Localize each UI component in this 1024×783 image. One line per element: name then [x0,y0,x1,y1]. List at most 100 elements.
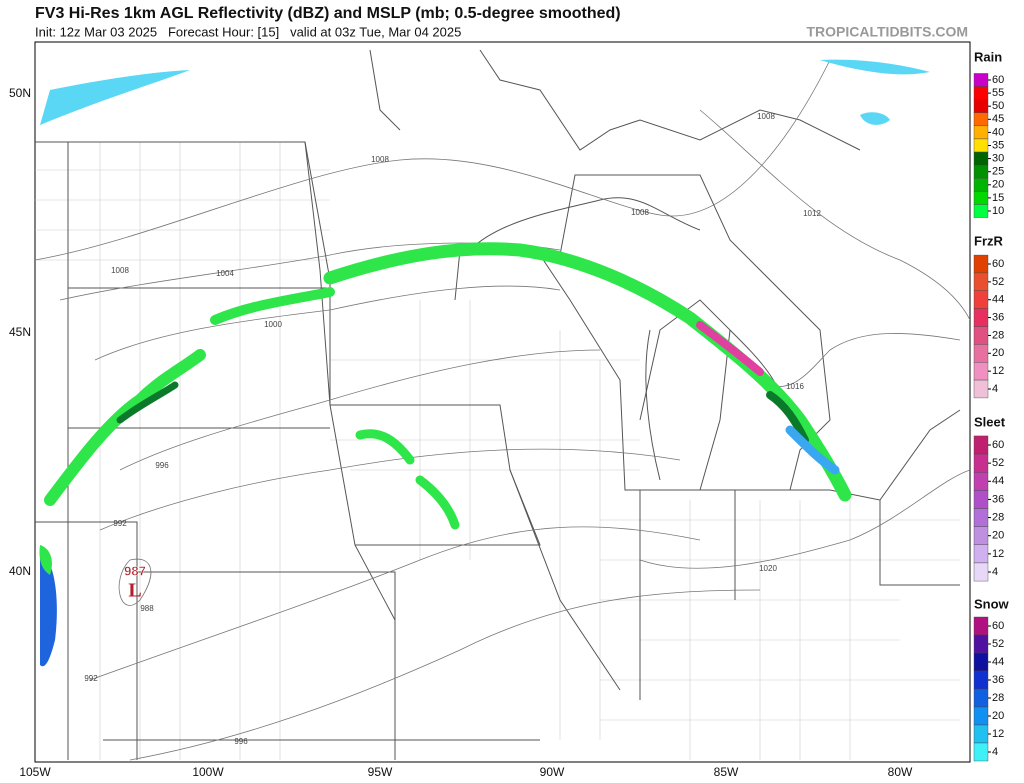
legend-tick-label: 25 [992,166,1004,178]
lat-label: 45N [9,325,31,339]
legend-tick-label: 4 [992,383,998,395]
legend-tick-label: 60 [992,258,1004,270]
legend-tick-label: 55 [992,87,1004,99]
legend-swatch [973,453,989,473]
legend-tick-label: 28 [992,511,1004,523]
isobar-label: 1020 [759,564,777,573]
legend-tick-label: 36 [992,311,1004,323]
legend-tick-label: 36 [992,674,1004,686]
legend-swatch [973,125,989,140]
legend-swatch [973,272,989,291]
isobar-label: 1000 [264,320,282,329]
legend-swatch [973,362,989,381]
isobar-label: 996 [155,461,169,470]
legend-tick-label: 36 [992,493,1004,505]
legend-tick-label: 44 [992,656,1004,668]
legend-swatch [973,138,989,153]
legend-tick-label: 20 [992,710,1004,722]
legend-tick-label: 35 [992,139,1004,151]
low-pressure-value: 987 [124,563,146,578]
isobar-label: 1008 [631,208,649,217]
legend-swatch [973,326,989,345]
legend-tick-label: 12 [992,365,1004,377]
legend: Rain6055504540353025201510FrzR6052443628… [973,49,1010,762]
legend-swatch [973,724,989,744]
site-credit: TROPICALTIDBITS.COM [806,24,968,40]
isobar-label: 1016 [786,382,804,391]
legend-swatch [973,435,989,455]
legend-swatch [973,490,989,509]
legend-swatch [973,652,989,672]
lon-label: 95W [368,765,393,779]
isobar-label: 1008 [757,112,775,121]
lat-label: 50N [9,86,31,100]
precipitation [39,59,930,667]
lon-label: 105W [19,765,51,779]
low-symbol: L [128,580,141,602]
legend-tick-label: 52 [992,276,1004,288]
legend-swatch [973,344,989,363]
isobar-label: 988 [140,604,154,613]
legend-swatch [973,178,989,192]
legend-title: Snow [974,596,1010,611]
legend-swatch [973,562,989,582]
legend-tick-label: 40 [992,126,1004,138]
legend-tick-label: 60 [992,74,1004,86]
isobar-label: 1008 [111,266,129,275]
legend-tick-label: 45 [992,113,1004,125]
legend-swatch [973,73,989,87]
legend-swatch [973,472,989,491]
isobar-label: 992 [84,674,98,683]
legend-tick-label: 12 [992,548,1004,560]
legend-tick-label: 4 [992,566,998,578]
isobar-label: 996 [234,737,248,746]
map-frame [34,41,971,763]
lon-label: 85W [714,765,739,779]
legend-tick-label: 28 [992,329,1004,341]
legend-swatch [973,616,989,636]
legend-swatch [973,204,989,218]
legend-swatch [973,526,989,545]
lon-label: 100W [192,765,224,779]
isobar-label: 992 [113,519,127,528]
legend-tick-label: 60 [992,439,1004,451]
legend-tick-label: 52 [992,457,1004,469]
legend-swatch [973,379,989,399]
legend-swatch [973,86,989,100]
legend-tick-label: 10 [992,205,1004,217]
legend-tick-label: 20 [992,179,1004,191]
legend-swatch [973,164,989,179]
legend-tick-label: 15 [992,192,1004,204]
map: 1008 1008 1008 1012 1008 1004 1000 996 9… [34,41,971,763]
subtitle: Init: 12z Mar 03 2025 Forecast Hour: [15… [35,24,461,39]
counties [35,142,960,760]
legend-swatch [973,191,989,205]
legend-swatch [973,670,989,690]
legend-tick-label: 20 [992,530,1004,542]
legend-tick-label: 52 [992,638,1004,650]
legend-title: FrzR [974,233,1004,248]
legend-tick-label: 20 [992,347,1004,359]
isobar-label: 1004 [216,269,234,278]
isobar-label: 1008 [371,155,389,164]
legend-tick-label: 28 [992,692,1004,704]
lat-label: 40N [9,564,31,578]
title: FV3 Hi-Res 1km AGL Reflectivity (dBZ) an… [35,5,621,22]
legend-swatch [973,254,989,274]
legend-tick-label: 4 [992,746,998,758]
legend-tick-label: 50 [992,100,1004,112]
legend-tick-label: 12 [992,728,1004,740]
isobar-label: 1012 [803,209,821,218]
legend-swatch [973,706,989,726]
legend-swatch [973,151,989,166]
legend-tick-label: 44 [992,294,1004,306]
legend-swatch [973,634,989,654]
legend-swatch [973,99,989,113]
lon-label: 90W [540,765,565,779]
legend-title: Sleet [974,414,1006,429]
legend-tick-label: 60 [992,620,1004,632]
legend-swatch [973,308,989,327]
lon-label: 80W [888,765,913,779]
